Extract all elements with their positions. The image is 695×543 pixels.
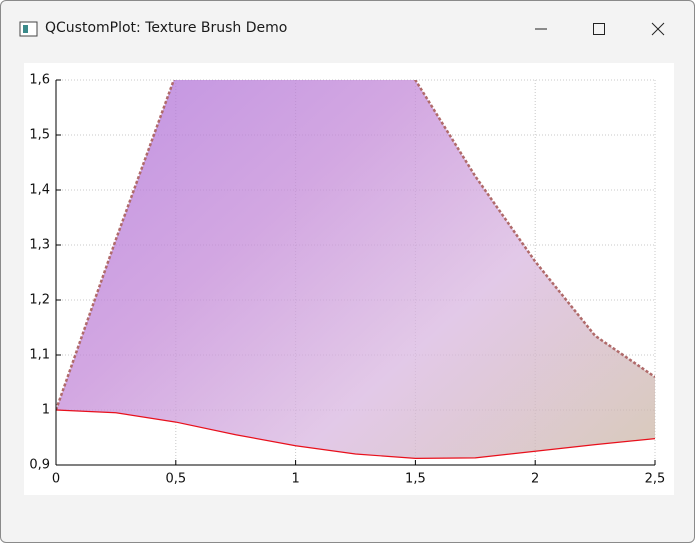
texture-fill [56,80,655,459]
window-title: QCustomPlot: Texture Brush Demo [45,20,288,36]
y-tick-label: 1 [42,403,50,418]
x-tick-label: 0 [52,472,60,487]
y-tick-label: 1,4 [29,183,50,198]
y-tick-label: 0,9 [29,458,50,473]
y-tick-label: 1,6 [29,73,50,88]
close-button[interactable] [651,22,665,36]
maximize-button[interactable] [593,23,605,35]
y-tick-label: 1,5 [29,128,50,143]
y-tick-label: 1,3 [29,238,50,253]
y-tick-label: 1,2 [29,293,50,308]
series-line [56,409,655,460]
x-tick-label: 0,5 [165,472,186,487]
series-line [56,80,655,411]
x-tick-label: 1 [291,472,299,487]
y-tick-label: 1,1 [29,348,50,363]
x-tick-label: 2 [531,472,539,487]
app-icon-detail [23,25,28,33]
x-tick-label: 1,5 [405,472,426,487]
x-tick-label: 2,5 [645,472,666,487]
plot-area [56,80,655,460]
